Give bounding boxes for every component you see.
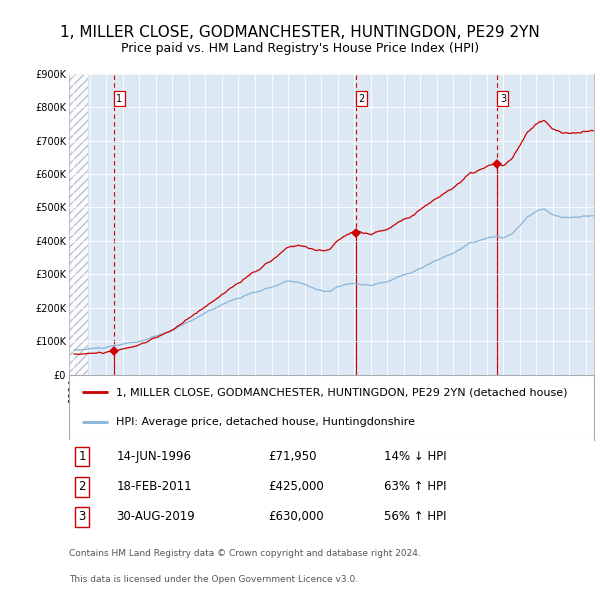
Text: 3: 3	[79, 510, 86, 523]
Text: £630,000: £630,000	[269, 510, 324, 523]
Text: 1: 1	[79, 450, 86, 463]
Text: 30-AUG-2019: 30-AUG-2019	[116, 510, 195, 523]
Text: Contains HM Land Registry data © Crown copyright and database right 2024.: Contains HM Land Registry data © Crown c…	[69, 549, 421, 558]
Text: 3: 3	[500, 94, 506, 104]
Text: This data is licensed under the Open Government Licence v3.0.: This data is licensed under the Open Gov…	[69, 575, 358, 584]
Text: 18-FEB-2011: 18-FEB-2011	[116, 480, 192, 493]
Text: 14% ↓ HPI: 14% ↓ HPI	[384, 450, 446, 463]
Text: 14-JUN-1996: 14-JUN-1996	[116, 450, 191, 463]
Text: £425,000: £425,000	[269, 480, 324, 493]
Text: 2: 2	[359, 94, 365, 104]
Text: 2: 2	[79, 480, 86, 493]
Text: HPI: Average price, detached house, Huntingdonshire: HPI: Average price, detached house, Hunt…	[116, 417, 415, 427]
Text: 1: 1	[116, 94, 122, 104]
Text: £71,950: £71,950	[269, 450, 317, 463]
Text: Price paid vs. HM Land Registry's House Price Index (HPI): Price paid vs. HM Land Registry's House …	[121, 42, 479, 55]
Text: 1, MILLER CLOSE, GODMANCHESTER, HUNTINGDON, PE29 2YN (detached house): 1, MILLER CLOSE, GODMANCHESTER, HUNTINGD…	[116, 387, 568, 397]
Text: 1, MILLER CLOSE, GODMANCHESTER, HUNTINGDON, PE29 2YN: 1, MILLER CLOSE, GODMANCHESTER, HUNTINGD…	[60, 25, 540, 40]
Text: 56% ↑ HPI: 56% ↑ HPI	[384, 510, 446, 523]
Text: 63% ↑ HPI: 63% ↑ HPI	[384, 480, 446, 493]
